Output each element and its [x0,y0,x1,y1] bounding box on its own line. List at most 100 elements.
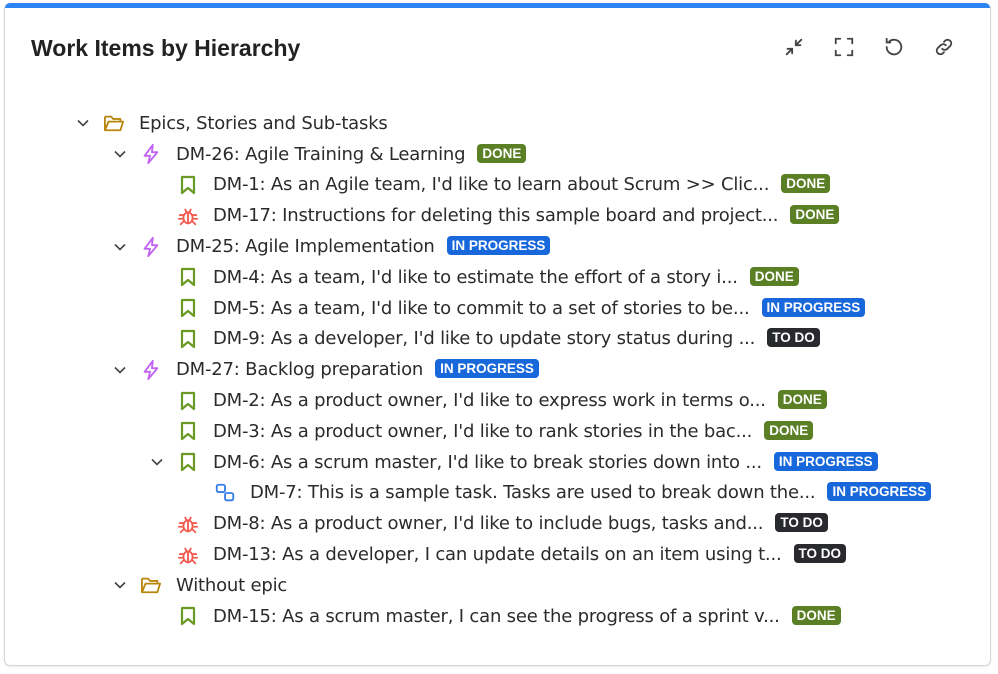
tree-row[interactable]: DM-9: As a developer, I'd like to update… [5,324,990,355]
tree-row[interactable]: DM-4: As a team, I'd like to estimate th… [5,262,990,293]
status-badge: TO DO [767,328,820,348]
tree-row[interactable]: DM-2: As a product owner, I'd like to ex… [5,385,990,416]
item-label[interactable]: DM-9: As a developer, I'd like to update… [213,328,820,349]
item-label[interactable]: DM-4: As a team, I'd like to estimate th… [213,266,799,288]
item-label[interactable]: DM-13: As a developer, I can update deta… [213,544,847,566]
tree-row[interactable]: DM-15: As a scrum master, I can see the … [5,601,990,632]
refresh-icon [885,37,903,56]
subtask-icon [214,482,236,504]
tree-row[interactable]: DM-6: As a scrum master, I'd like to bre… [5,447,990,478]
status-badge: IN PROGRESS [446,236,551,256]
epic-icon [140,236,162,258]
item-title[interactable]: DM-25: Agile Implementation [176,236,435,258]
folder-icon [103,112,125,134]
tree-row[interactable]: DM-3: As a product owner, I'd like to ra… [5,416,990,447]
status-badge: IN PROGRESS [761,297,866,317]
item-title[interactable]: DM-8: As a product owner, I'd like to in… [213,513,764,535]
accent-bar [5,3,990,8]
item-label[interactable]: DM-6: As a scrum master, I'd like to bre… [213,451,878,473]
item-label[interactable]: DM-3: As a product owner, I'd like to ra… [213,420,814,442]
item-label[interactable]: DM-15: As a scrum master, I can see the … [213,605,841,627]
status-badge: IN PROGRESS [435,359,539,379]
item-label[interactable]: DM-8: As a product owner, I'd like to in… [213,513,828,534]
status-badge: DONE [781,174,831,194]
item-label[interactable]: Epics, Stories and Sub-tasks [139,113,388,134]
tree-row[interactable]: DM-17: Instructions for deleting this sa… [5,200,990,231]
item-label[interactable]: DM-27: Backlog preparation IN PROGRESS [176,359,539,380]
item-label[interactable]: DM-2: As a product owner, I'd like to ex… [213,390,827,411]
story-icon [177,328,199,350]
item-title[interactable]: DM-5: As a team, I'd like to commit to a… [213,297,750,319]
item-title[interactable]: DM-13: As a developer, I can update deta… [213,544,782,566]
item-title[interactable]: DM-3: As a product owner, I'd like to ra… [213,420,753,442]
story-icon [177,420,199,442]
item-title[interactable]: DM-27: Backlog preparation [176,359,424,381]
epic-icon [140,143,162,165]
chevron-down-icon[interactable] [149,454,165,470]
chevron-down-icon[interactable] [112,239,128,255]
chevron-down-icon[interactable] [112,362,128,378]
status-badge: IN PROGRESS [827,482,932,502]
fullscreen-icon [834,37,854,57]
item-title[interactable]: DM-26: Agile Training & Learning [176,143,466,165]
work-items-card: Work Items by Hierarchy Epics, Stories a… [4,3,991,666]
epic-icon [140,359,162,381]
chevron-down-icon[interactable] [75,115,91,131]
item-label[interactable]: DM-7: This is a sample task. Tasks are u… [250,482,932,504]
tree-row[interactable]: DM-25: Agile Implementation IN PROGRESS [5,231,990,262]
collapse-button[interactable] [782,35,806,59]
bug-icon [177,513,199,535]
card-title: Work Items by Hierarchy [31,35,301,61]
item-title[interactable]: DM-4: As a team, I'd like to estimate th… [213,266,738,288]
tree-row[interactable]: DM-1: As an Agile team, I'd like to lear… [5,170,990,201]
tree-row[interactable]: DM-5: As a team, I'd like to commit to a… [5,293,990,324]
refresh-button[interactable] [882,35,906,59]
item-title[interactable]: DM-9: As a developer, I'd like to update… [213,328,756,350]
status-badge: TO DO [793,544,847,564]
tree-row[interactable]: Without epic [5,570,990,601]
item-title[interactable]: DM-17: Instructions for deleting this sa… [213,205,779,227]
story-icon [177,297,199,319]
item-label[interactable]: Without epic [176,575,287,596]
tree-row[interactable]: Epics, Stories and Sub-tasks [5,108,990,139]
copy-link-button[interactable] [932,35,956,59]
item-label[interactable]: DM-26: Agile Training & Learning DONE [176,143,527,165]
item-label[interactable]: DM-17: Instructions for deleting this sa… [213,205,840,227]
chevron-down-icon[interactable] [112,577,128,593]
chevron-down-icon[interactable] [112,146,128,162]
folder-icon [140,574,162,596]
status-badge: DONE [764,420,814,440]
item-title[interactable]: DM-1: As an Agile team, I'd like to lear… [213,174,770,196]
status-badge: TO DO [775,513,828,533]
link-icon [935,38,953,56]
item-label[interactable]: DM-5: As a team, I'd like to commit to a… [213,297,866,319]
status-badge: DONE [791,605,841,625]
status-badge: DONE [777,390,827,410]
story-icon [177,266,199,288]
story-icon [177,605,199,627]
tree-row[interactable]: DM-27: Backlog preparation IN PROGRESS [5,354,990,385]
card-toolbar [782,35,956,59]
tree-row[interactable]: DM-8: As a product owner, I'd like to in… [5,508,990,539]
item-title[interactable]: Without epic [176,574,288,596]
item-label[interactable]: DM-25: Agile Implementation IN PROGRESS [176,236,551,258]
fullscreen-button[interactable] [832,35,856,59]
bug-icon [177,544,199,566]
item-label[interactable]: DM-1: As an Agile team, I'd like to lear… [213,174,831,196]
tree-row[interactable]: DM-7: This is a sample task. Tasks are u… [5,478,990,509]
bug-icon [177,205,199,227]
story-icon [177,451,199,473]
item-title[interactable]: DM-2: As a product owner, I'd like to ex… [213,390,766,412]
status-badge: DONE [790,205,840,225]
item-title[interactable]: DM-6: As a scrum master, I'd like to bre… [213,451,762,473]
collapse-icon [785,38,803,56]
status-badge: DONE [477,143,527,163]
status-badge: DONE [749,266,799,286]
item-title[interactable]: DM-15: As a scrum master, I can see the … [213,605,780,627]
story-icon [177,174,199,196]
tree-row[interactable]: DM-13: As a developer, I can update deta… [5,539,990,570]
item-title[interactable]: DM-7: This is a sample task. Tasks are u… [250,482,816,504]
story-icon [177,390,199,412]
tree-row[interactable]: DM-26: Agile Training & Learning DONE [5,139,990,170]
item-title[interactable]: Epics, Stories and Sub-tasks [139,112,388,134]
